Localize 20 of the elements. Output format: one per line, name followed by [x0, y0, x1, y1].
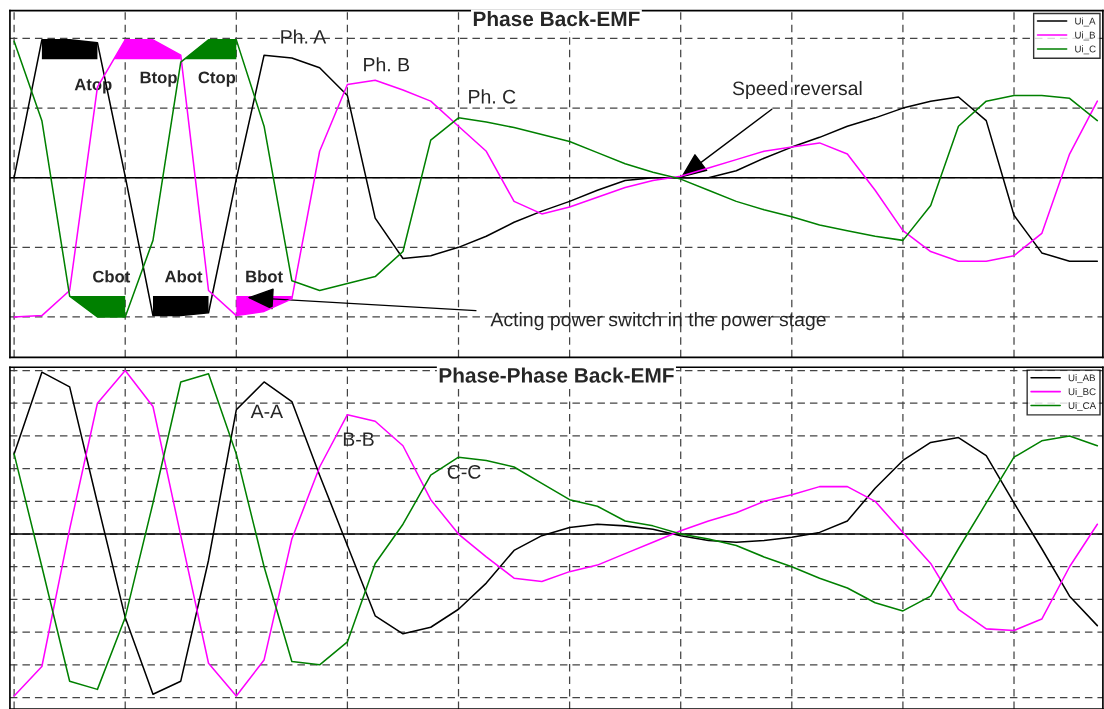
legend-label: Ui_CA	[1068, 401, 1097, 411]
annotation: Cbot	[93, 270, 131, 283]
legend-label: Ui_A	[1075, 17, 1096, 27]
annotation: Ph. A	[281, 29, 327, 44]
annotation: Ph. C	[469, 89, 516, 104]
chart-title: Phase Back-EMF	[473, 10, 640, 27]
annotation: Ph. B	[364, 57, 410, 72]
annotation: A-A	[250, 404, 284, 419]
annotation: Ctop	[198, 71, 236, 87]
legend-label: Ui_AB	[1068, 374, 1096, 384]
annotation: Speed reversal	[732, 80, 862, 100]
legend-label: Ui_BC	[1068, 387, 1096, 397]
annotation: Bbot	[246, 270, 283, 283]
annotation: B-B	[343, 432, 374, 446]
legend-label: Ui_C	[1075, 45, 1096, 55]
annotation: Btop	[140, 71, 177, 87]
legend-label: Ui_B	[1075, 31, 1096, 41]
annotation: C-C	[447, 464, 481, 479]
annotation: Abot	[164, 270, 203, 283]
chart-title: Phase-Phase Back-EMF	[439, 367, 674, 383]
